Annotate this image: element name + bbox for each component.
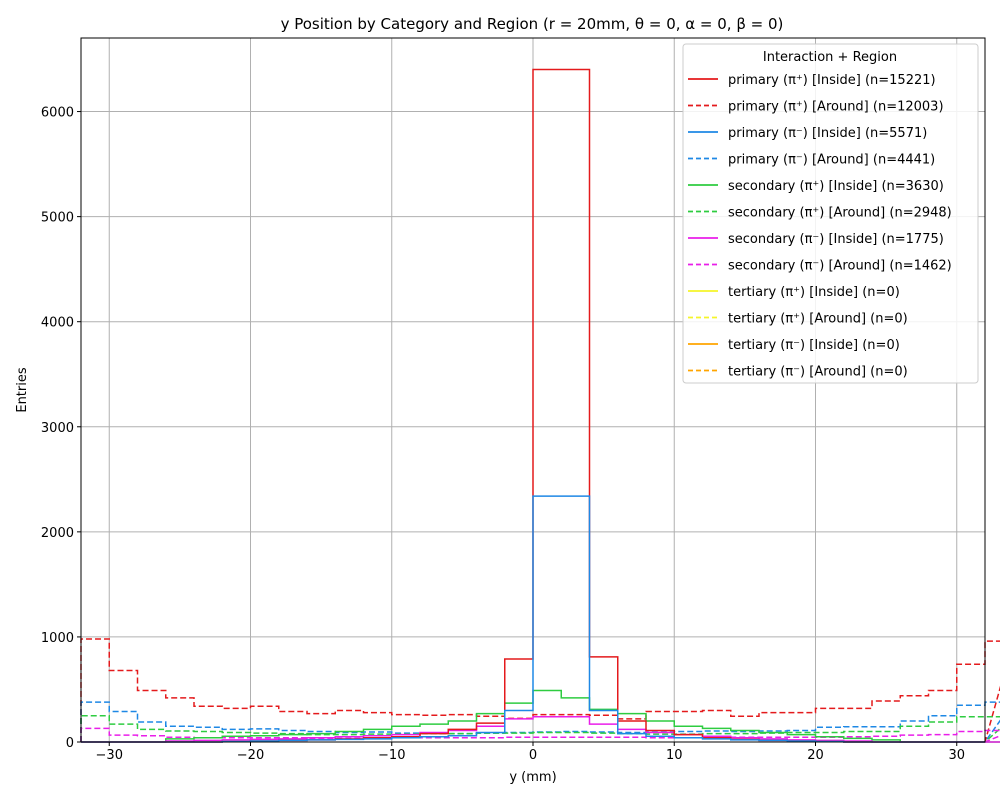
- x-tick-label: 20: [807, 748, 824, 763]
- x-tick-label: 30: [948, 748, 965, 763]
- legend-items: primary (π⁺) [Inside] (n=15221) primary (…: [688, 73, 952, 380]
- legend-entry: primary (π⁺) [Around] (n=12003): [728, 100, 944, 115]
- legend-entry: primary (π⁻) [Around] (n=4441): [728, 153, 935, 168]
- y-axis-label: Entries: [15, 367, 30, 413]
- y-tick-label: 3000: [41, 421, 74, 436]
- y-tick-label: 2000: [41, 526, 74, 541]
- series-secondary-inside-n-1775: [81, 716, 1000, 743]
- legend-entry: tertiary (π⁻) [Inside] (n=0): [728, 338, 900, 353]
- y-tick-label: 1000: [41, 631, 74, 646]
- legend-entry: tertiary (π⁻) [Around] (n=0): [728, 365, 908, 380]
- legend: Interaction + Region primary (π⁺) [Insid…: [682, 43, 979, 384]
- legend-entry: primary (π⁺) [Inside] (n=15221): [728, 73, 936, 88]
- legend-entry: secondary (π⁻) [Around] (n=1462): [728, 259, 952, 274]
- x-tick-label: −30: [96, 748, 123, 763]
- legend-title: Interaction + Region: [763, 50, 897, 65]
- series-layer: [80, 68, 1000, 743]
- y-tick-label: 4000: [41, 316, 74, 331]
- legend-entry: tertiary (π⁺) [Inside] (n=0): [728, 285, 900, 300]
- series-primary-inside-n-5571: [81, 495, 985, 743]
- y-tick-label: 5000: [41, 211, 74, 226]
- y-tick-label: 0: [66, 736, 74, 751]
- tick-layer: −30 −20 −10 0 10 20 30 0 1000 2000 3000 4000 5000 600…: [41, 106, 965, 763]
- x-axis-label: y (mm): [509, 770, 556, 785]
- series-secondary-around-n-2948: [80, 714, 1000, 743]
- series-secondary-inside-n-3630: [81, 689, 1000, 743]
- x-tick-label: 0: [529, 748, 537, 763]
- legend-entry: primary (π⁻) [Inside] (n=5571): [728, 126, 927, 141]
- y-tick-label: 6000: [41, 106, 74, 121]
- x-tick-label: −10: [378, 748, 405, 763]
- legend-box: [682, 43, 979, 384]
- legend-entry: tertiary (π⁺) [Around] (n=0): [728, 312, 908, 327]
- legend-entry: secondary (π⁻) [Inside] (n=1775): [728, 232, 944, 247]
- x-tick-label: −20: [237, 748, 264, 763]
- chart-title: y Position by Category and Region (r = 2…: [281, 15, 784, 33]
- legend-entry: secondary (π⁺) [Around] (n=2948): [728, 206, 952, 221]
- legend-entry: secondary (π⁺) [Inside] (n=3630): [728, 179, 944, 194]
- x-tick-label: 10: [666, 748, 683, 763]
